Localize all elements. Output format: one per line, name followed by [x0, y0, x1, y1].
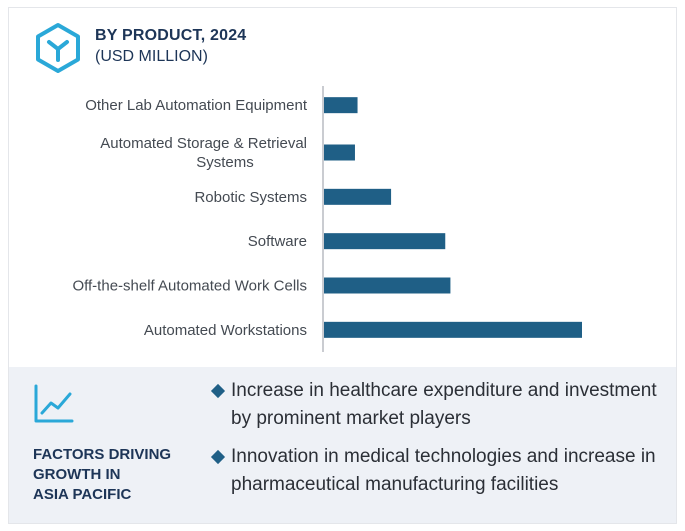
factor-text: Innovation in medical technologies and i… — [231, 446, 656, 495]
factors-title: FACTORS DRIVING GROWTH IN ASIA PACIFIC — [33, 445, 203, 505]
page-title: BY PRODUCT, 2024 — [95, 27, 247, 44]
bar — [324, 233, 446, 250]
bar — [324, 321, 582, 338]
category-label: Software — [248, 233, 307, 250]
category-label: Automated Workstations — [144, 322, 307, 339]
bar — [324, 188, 392, 205]
bar — [324, 144, 355, 161]
line-chart-icon — [34, 384, 74, 423]
list-item: Innovation in medical technologies and i… — [210, 443, 671, 499]
category-label: Other Lab Automation Equipment — [85, 97, 308, 114]
market-card: BY PRODUCT, 2024 (USD MILLION) Other Lab… — [8, 7, 677, 524]
category-label-line: Automated Storage & Retrieval — [100, 135, 307, 152]
factors-panel: FACTORS DRIVING GROWTH IN ASIA PACIFIC I… — [9, 367, 676, 523]
category-label-line: Robotic Systems — [194, 189, 307, 206]
diamond-bullet-icon — [210, 383, 226, 399]
bar-chart: Other Lab Automation Equipment Automated … — [72, 86, 582, 352]
factors-title-line: ASIA PACIFIC — [33, 486, 132, 503]
factors-title-line: FACTORS DRIVING — [33, 446, 172, 463]
hexagon-y-logo-icon — [36, 23, 80, 73]
category-label-line: Software — [248, 233, 307, 250]
category-label: Off-the-shelf Automated Work Cells — [72, 278, 307, 295]
category-label-line: Systems — [196, 154, 254, 171]
bar — [324, 277, 451, 294]
category-label: Automated Storage & Retrieval Systems — [100, 135, 307, 171]
category-label-line: Off-the-shelf Automated Work Cells — [72, 278, 307, 295]
category-label-line: Other Lab Automation Equipment — [85, 97, 308, 114]
category-label-line: Automated Workstations — [144, 322, 307, 339]
factors-title-line: GROWTH IN — [33, 466, 121, 483]
category-label: Robotic Systems — [194, 189, 307, 206]
page-subtitle: (USD MILLION) — [95, 48, 208, 65]
factor-text: Increase in healthcare expenditure and i… — [231, 380, 657, 429]
bar — [324, 97, 358, 114]
factors-list: Increase in healthcare expenditure and i… — [210, 377, 671, 509]
list-item: Increase in healthcare expenditure and i… — [210, 377, 671, 433]
diamond-bullet-icon — [210, 449, 226, 465]
